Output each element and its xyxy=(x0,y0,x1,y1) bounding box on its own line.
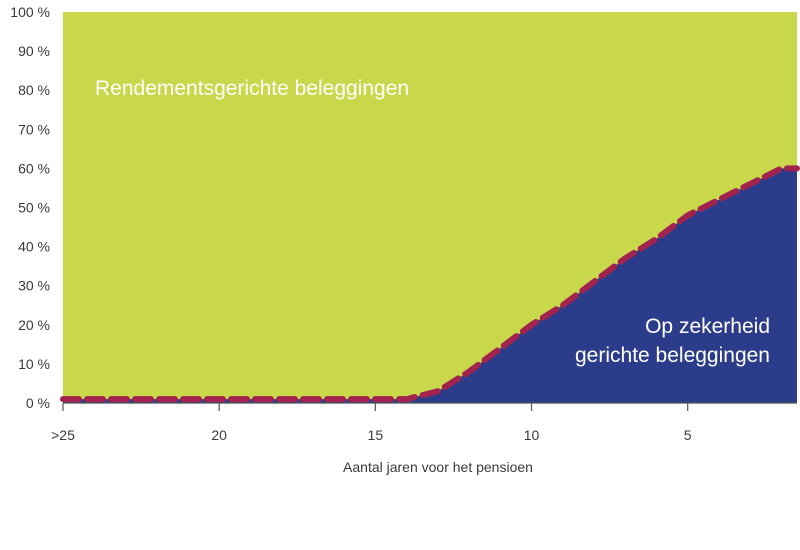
y-tick-label: 80 % xyxy=(18,82,50,98)
y-tick-label: 40 % xyxy=(18,239,50,255)
x-axis-title: Aantal jaren voor het pensioen xyxy=(343,459,533,475)
x-tick-label: 15 xyxy=(368,427,384,443)
y-tick-label: 50 % xyxy=(18,200,50,216)
y-tick-label: 100 % xyxy=(10,4,50,20)
safety-oriented-label-line2: gerichte beleggingen xyxy=(575,344,770,367)
y-tick-label: 20 % xyxy=(18,317,50,333)
safety-oriented-label-line1: Op zekerheid xyxy=(645,315,770,338)
y-tick-label: 90 % xyxy=(18,43,50,59)
safety-oriented-area xyxy=(63,168,797,403)
return-oriented-label: Rendementsgerichte beleggingen xyxy=(95,77,409,100)
y-tick-label: 70 % xyxy=(18,121,50,137)
y-tick-label: 10 % xyxy=(18,356,50,372)
allocation-boundary-line xyxy=(60,165,800,403)
x-axis: >25 20 15 10 5 xyxy=(51,402,797,443)
y-tick-label: 60 % xyxy=(18,160,50,176)
x-tick-label: 10 xyxy=(524,427,540,443)
y-tick-label: 0 % xyxy=(26,395,50,411)
x-tick-label: 5 xyxy=(684,427,692,443)
y-axis: 0 % 10 % 20 % 30 % 40 % 50 % 60 % 70 % 80 % 90 % 1… xyxy=(10,4,50,411)
x-tick-label: 20 xyxy=(211,427,227,443)
x-tick-label: >25 xyxy=(51,427,75,443)
y-tick-label: 30 % xyxy=(18,278,50,294)
